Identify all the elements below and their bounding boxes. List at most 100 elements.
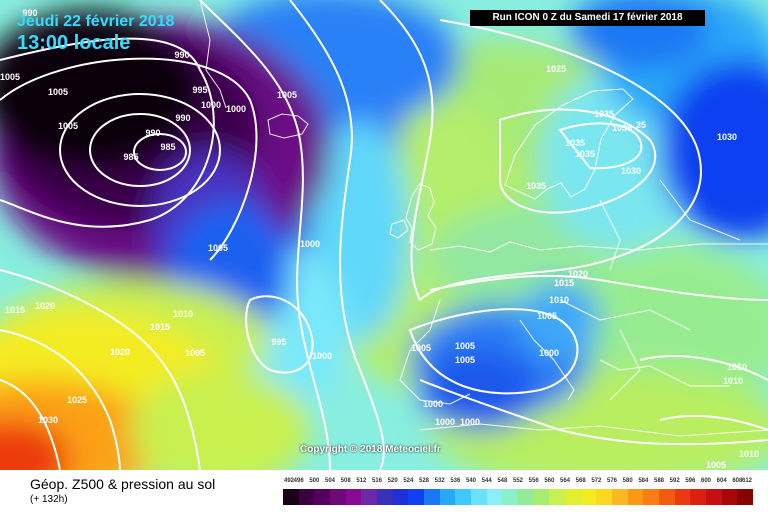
scale-tick-label: 560: [544, 478, 555, 484]
isobar-label: 1025: [67, 395, 87, 405]
isobar-label: 985: [123, 152, 138, 162]
scale-tick-label: 592: [669, 478, 680, 484]
scale-tick-label: 528: [418, 478, 430, 484]
isobar-label: 1010: [723, 376, 743, 386]
field-title: Géop. Z500 & pression au sol: [30, 476, 216, 492]
scale-tick-label: 604: [716, 478, 727, 484]
scale-tick-label: 564: [559, 478, 571, 484]
isobar-label: 1010: [173, 309, 193, 319]
scale-tick-label: 548: [497, 478, 508, 484]
scale-tick-label: 492: [283, 478, 295, 484]
isobar-label: 1030: [621, 166, 641, 176]
isobar-label: 1005: [411, 343, 431, 353]
scale-tick-label: 496: [293, 478, 304, 484]
scale-tick-label: 588: [653, 478, 665, 484]
scale-swatch: [580, 489, 597, 505]
isobar-label: 1035: [594, 109, 614, 119]
isobar-label: 1025: [546, 64, 566, 74]
isobar-label: 1000: [435, 417, 455, 427]
isobar-label: 1035: [565, 138, 585, 148]
scale-swatch: [330, 489, 347, 505]
isobar-label: 1005: [455, 341, 475, 351]
scale-swatch: [674, 489, 691, 505]
isobar-label: 990: [175, 113, 190, 123]
scale-swatch: [721, 489, 738, 505]
scale-swatch: [690, 489, 707, 505]
scale-swatch: [518, 489, 535, 505]
scale-swatch: [439, 489, 456, 505]
scale-tick-label: 612: [741, 478, 753, 484]
scale-tick-label: 608: [732, 478, 743, 484]
scale-swatch: [565, 489, 582, 505]
isobar-label: 1005: [208, 243, 228, 253]
scale-swatch: [283, 489, 300, 505]
isobar-label: 1005: [537, 311, 557, 321]
scale-swatch: [345, 489, 362, 505]
isobar-label: 1005: [455, 355, 475, 365]
isobar-label: 995: [192, 85, 207, 95]
scale-swatch: [627, 489, 644, 505]
scale-swatch: [643, 489, 660, 505]
scale-tick-label: 580: [622, 478, 633, 484]
isobar-label: 1020: [35, 301, 55, 311]
scale-swatch: [502, 489, 519, 505]
scale-tick-label: 500: [309, 478, 320, 484]
scale-tick-label: 516: [371, 478, 383, 484]
scale-tick-label: 572: [591, 478, 602, 484]
scale-tick-label: 568: [575, 478, 586, 484]
isobar-lines: [0, 0, 768, 470]
scale-tick-label: 576: [606, 478, 618, 484]
color-scale: 492 496 500 504 508 512 516 520 524 528 532 536 540 5…: [283, 478, 754, 506]
isobar-label: 1000: [539, 348, 559, 358]
scale-swatch: [659, 489, 676, 505]
isobar-label: 1005: [48, 87, 68, 97]
scale-tick-label: 524: [403, 478, 414, 484]
scale-tick-label: 596: [685, 478, 696, 484]
scale-swatch: [314, 489, 331, 505]
isobar-label: 1000: [423, 399, 443, 409]
isobar-label: 1010: [739, 449, 759, 459]
scale-tick-label: 540: [465, 478, 477, 484]
isobar-label: 1020: [110, 347, 130, 357]
isobar-label: 1000: [226, 104, 246, 114]
isobar-label: 1015: [5, 305, 25, 315]
isobar-label: 1020: [568, 269, 588, 279]
isobar-label: 1030: [717, 132, 737, 142]
scale-swatch: [424, 489, 441, 505]
coastlines: [199, 0, 768, 437]
isobar-label: 1005: [58, 121, 78, 131]
isobar-label: 1000: [460, 417, 480, 427]
scale-swatch: [533, 489, 550, 505]
scale-tick-label: 536: [450, 478, 461, 484]
model-run-banner: Run ICON 0 Z du Samedi 17 février 2018: [470, 10, 705, 26]
copyright-notice: Copyright © 2018 Meteociel.fr: [300, 444, 441, 455]
isobar-label: 1000: [201, 100, 221, 110]
lead-time: (+ 132h): [30, 494, 68, 505]
scale-swatch: [549, 489, 566, 505]
isobar-label: 1035: [575, 149, 595, 159]
scale-swatch: [612, 489, 629, 505]
isobar-label: 1005: [185, 348, 205, 358]
scale-tick-label: 544: [481, 478, 492, 484]
forecast-local-time: 13:00 locale: [17, 32, 131, 54]
isobar-label: 990: [145, 128, 160, 138]
scale-tick-label: 600: [700, 478, 712, 484]
isobar-label: 1035: [526, 181, 546, 191]
scale-tick-label: 504: [324, 478, 336, 484]
isobar-label: 1005: [0, 72, 20, 82]
scale-swatch: [706, 489, 723, 505]
scale-swatch: [471, 489, 488, 505]
scale-swatch: [377, 489, 394, 505]
isobar-label: 1015: [554, 278, 574, 288]
isobar-label: 1005: [706, 460, 726, 470]
legend-bar: Géop. Z500 & pression au sol (+ 132h) 49…: [0, 470, 768, 512]
scale-swatch: [596, 489, 613, 505]
forecast-date: Jeudi 22 février 2018: [17, 13, 175, 30]
scale-swatch: [408, 489, 425, 505]
scale-tick-label: 508: [340, 478, 351, 484]
isobar-label: 1005: [277, 90, 297, 100]
scale-swatch: [392, 489, 409, 505]
